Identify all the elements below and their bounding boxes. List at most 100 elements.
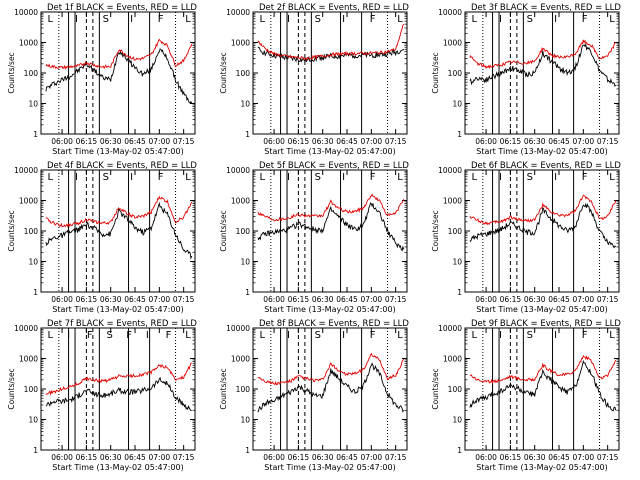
interval-marker-label: I bbox=[499, 172, 502, 183]
x-tick-label: 06:00 bbox=[475, 295, 497, 304]
y-tick-label: 100 bbox=[236, 385, 251, 394]
y-tick-label: 100 bbox=[24, 385, 39, 394]
interval-marker-label: I bbox=[67, 330, 70, 341]
events-series-line bbox=[45, 201, 193, 260]
x-tick-label: 06:45 bbox=[124, 137, 146, 146]
x-tick-label: 07:00 bbox=[149, 295, 171, 304]
interval-marker-label: L bbox=[185, 330, 191, 341]
interval-marker-label: I bbox=[342, 14, 345, 25]
x-tick-label: 06:00 bbox=[51, 453, 73, 462]
interval-marker-label: I bbox=[75, 172, 78, 183]
x-tick-label: 06:45 bbox=[124, 295, 146, 304]
chart-title: Det 6f BLACK = Events, RED = LLD bbox=[471, 161, 621, 171]
x-tick-label: 06:15 bbox=[288, 137, 310, 146]
y-tick-label: 100 bbox=[24, 227, 39, 236]
interval-marker-label: I bbox=[287, 172, 290, 183]
y-tick-label: 1 bbox=[33, 130, 38, 139]
x-tick-label: 06:30 bbox=[524, 137, 546, 146]
y-tick-label: 10000 bbox=[438, 8, 462, 17]
y-tick-label: 10 bbox=[452, 258, 462, 267]
y-tick-label: 1000 bbox=[443, 355, 462, 364]
x-tick-label: 06:45 bbox=[548, 453, 570, 462]
interval-marker-label: S bbox=[315, 14, 321, 25]
chart-panel-4: Det 4f BLACK = Events, RED = LLD 1 10 100 10… bbox=[7, 161, 197, 314]
x-axis-label: Start Time (13-May-02 05:47:00) bbox=[52, 463, 183, 472]
interval-marker-label: F bbox=[370, 172, 376, 183]
interval-marker-label: S bbox=[315, 172, 321, 183]
interval-marker-label: I bbox=[554, 14, 557, 25]
x-tick-label: 06:45 bbox=[336, 295, 358, 304]
y-tick-label: 100 bbox=[236, 227, 251, 236]
y-tick-label: 1 bbox=[245, 130, 250, 139]
y-tick-label: 100 bbox=[448, 385, 463, 394]
plot-frame bbox=[40, 169, 196, 293]
x-tick-label: 07:15 bbox=[385, 453, 407, 462]
y-axis-label: Counts/sec bbox=[7, 52, 16, 93]
interval-marker-label: I bbox=[554, 330, 557, 341]
x-tick-label: 06:15 bbox=[76, 453, 98, 462]
interval-marker-label: L bbox=[259, 14, 265, 25]
interval-marker-label: I bbox=[499, 14, 502, 25]
plot-frame bbox=[40, 11, 196, 135]
plot-frame bbox=[464, 327, 620, 451]
y-tick-label: 100 bbox=[448, 69, 463, 78]
interval-marker-label: L bbox=[471, 14, 477, 25]
lld-series-line bbox=[257, 193, 405, 222]
interval-marker-label: I bbox=[342, 172, 345, 183]
chart-title: Det 8f BLACK = Events, RED = LLD bbox=[259, 319, 409, 329]
y-tick-label: 1000 bbox=[19, 39, 38, 48]
interval-marker-label: S bbox=[527, 14, 533, 25]
interval-marker-label: L bbox=[609, 172, 615, 183]
y-tick-label: 100 bbox=[24, 69, 39, 78]
interval-marker-label: L bbox=[47, 172, 53, 183]
x-tick-label: 07:00 bbox=[573, 295, 595, 304]
interval-marker-label: L bbox=[471, 172, 477, 183]
chart-panel-7: Det 7f BLACK = Events, RED = LLD 1 10 100 10… bbox=[7, 319, 197, 472]
x-tick-label: 06:30 bbox=[100, 137, 122, 146]
y-tick-label: 1 bbox=[33, 288, 38, 297]
interval-marker-label: L bbox=[397, 14, 403, 25]
x-tick-label: 06:15 bbox=[500, 137, 522, 146]
y-axis-label: Counts/sec bbox=[219, 210, 228, 251]
interval-marker-label: S bbox=[103, 172, 109, 183]
lld-series-line bbox=[469, 354, 617, 385]
interval-marker-label: F bbox=[582, 330, 588, 341]
x-tick-label: 07:00 bbox=[361, 295, 383, 304]
x-tick-label: 07:15 bbox=[385, 137, 407, 146]
interval-marker-label: F bbox=[87, 330, 93, 341]
x-tick-label: 06:15 bbox=[288, 453, 310, 462]
x-axis-label: Start Time (13-May-02 05:47:00) bbox=[264, 147, 395, 156]
interval-marker-label: S bbox=[527, 330, 533, 341]
interval-marker-label: L bbox=[47, 14, 53, 25]
x-tick-label: 06:45 bbox=[124, 453, 146, 462]
events-series-line bbox=[257, 46, 405, 63]
x-tick-label: 06:15 bbox=[500, 295, 522, 304]
interval-marker-label: L bbox=[609, 14, 615, 25]
y-tick-label: 10 bbox=[240, 416, 250, 425]
interval-marker-label: I bbox=[75, 14, 78, 25]
chart-title: Det 2f BLACK = Events, RED = LLD bbox=[259, 3, 409, 13]
interval-marker-label: F bbox=[126, 330, 132, 341]
interval-marker-label: L bbox=[185, 14, 191, 25]
interval-marker-label: F bbox=[582, 14, 588, 25]
x-tick-label: 06:15 bbox=[76, 137, 98, 146]
interval-marker-label: L bbox=[259, 330, 265, 341]
lld-series-line bbox=[45, 38, 193, 71]
interval-marker-label: I bbox=[130, 14, 133, 25]
events-series-line bbox=[469, 202, 617, 249]
y-axis-label: Counts/sec bbox=[7, 210, 16, 251]
plot-frame bbox=[464, 169, 620, 293]
interval-marker-label: L bbox=[397, 330, 403, 341]
chart-panel-5: Det 5f BLACK = Events, RED = LLD 1 10 100 10… bbox=[219, 161, 409, 314]
chart-title: Det 1f BLACK = Events, RED = LLD bbox=[47, 3, 197, 13]
y-tick-label: 1 bbox=[457, 446, 462, 455]
interval-marker-label: F bbox=[158, 172, 164, 183]
x-tick-label: 06:30 bbox=[524, 295, 546, 304]
interval-marker-label: S bbox=[527, 172, 533, 183]
x-tick-label: 07:15 bbox=[597, 453, 619, 462]
y-tick-label: 10000 bbox=[14, 166, 38, 175]
x-tick-label: 06:45 bbox=[336, 137, 358, 146]
plot-frame bbox=[252, 11, 408, 135]
lld-series-line bbox=[45, 362, 192, 396]
x-tick-label: 07:00 bbox=[149, 137, 171, 146]
